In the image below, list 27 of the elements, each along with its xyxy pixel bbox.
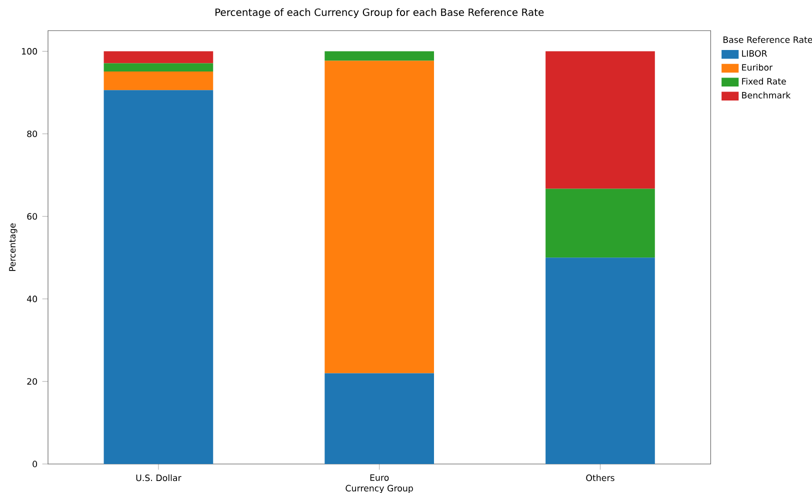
x-axis-title: Currency Group [346,484,413,493]
bar [324,51,434,61]
x-tick-label: U.S. Dollar [136,474,182,481]
legend-label: Fixed Rate [742,78,786,84]
legend-label: Benchmark [742,92,791,98]
bar [546,257,655,464]
bar [104,71,214,90]
bar [546,51,655,189]
bar [104,63,214,72]
legend-label: Euribor [742,64,773,70]
x-tick-label: Others [586,474,614,481]
legend-title: Base Reference Rate [723,36,812,43]
y-tick-label: 100 [22,48,38,54]
y-tick-label: 40 [26,295,38,302]
x-tick-label: Euro [370,474,389,481]
bar [104,51,214,64]
bar [324,373,434,464]
legend-label: LIBOR [742,50,768,57]
y-tick-label: 0 [32,460,38,468]
chart-title: Percentage of each Currency Group for each Base Reference Rate [216,8,544,18]
y-axis-title: Percentage [9,223,18,271]
y-tick-label: 80 [27,130,38,137]
y-tick-label: 20 [27,378,38,385]
bar [104,90,214,464]
bar [546,188,655,258]
y-tick-label: 60 [27,212,38,220]
bar [324,60,434,374]
